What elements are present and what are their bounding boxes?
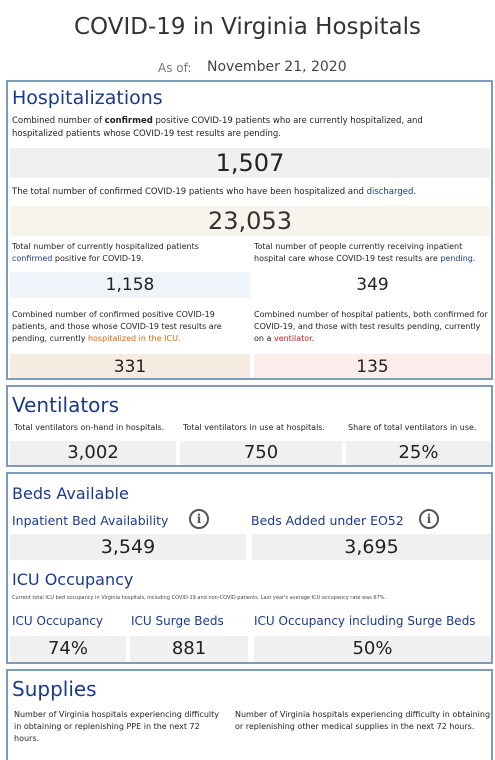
ventilators-panel: Ventilators Total ventilators on-hand in… xyxy=(6,385,493,467)
vent-share-value: 25% xyxy=(398,442,439,463)
icu-occupancy-label: ICU Occupancy xyxy=(12,614,104,628)
pending-link[interactable]: pending xyxy=(440,254,473,263)
icu-surge-box: 881 xyxy=(130,636,248,662)
discharged-value-box: 23,053 xyxy=(10,206,490,236)
icu-link[interactable]: hospitalized in the ICU. xyxy=(87,334,181,343)
pending-value-box: 349 xyxy=(254,272,491,298)
vent-inuse-box: 750 xyxy=(180,441,342,465)
beds-added-value-box: 3,695 xyxy=(252,534,491,560)
confirmed-desc: Total number of currently hospitalized p… xyxy=(12,242,199,263)
ventilator-value: 135 xyxy=(356,357,389,377)
vent-share-box: 25% xyxy=(346,441,491,465)
icu-surge-value: 881 xyxy=(171,638,207,659)
beds-panel: Beds Available Inpatient Bed Availabilit… xyxy=(6,472,493,664)
as-of-label: As of: xyxy=(158,61,192,75)
hosp-desc-current: Combined number of confirmed positive CO… xyxy=(12,116,423,139)
pending-value: 349 xyxy=(356,275,389,295)
vent-inuse-label: Total ventilators in use at hospitals. xyxy=(183,423,325,432)
icu-occupancy-value: 74% xyxy=(47,638,88,659)
hospitalizations-panel: Hospitalizations Combined number of conf… xyxy=(6,80,493,380)
beds-added-value: 3,695 xyxy=(344,536,399,558)
as-of-date: November 21, 2020 xyxy=(207,59,347,75)
inpatient-bed-value-box: 3,549 xyxy=(10,534,246,560)
beds-added-label: Beds Added under EO52 xyxy=(251,513,404,528)
icu-surge-occupancy-box: 50% xyxy=(254,636,491,662)
icu-occupancy-note: Current total ICU bed occupancy in Virgi… xyxy=(12,595,387,601)
icu-desc: Combined number of confirmed positive CO… xyxy=(12,310,222,343)
inpatient-bed-value: 3,549 xyxy=(100,536,156,558)
icu-value-box: 331 xyxy=(10,354,250,378)
medical-supplies-desc: Number of Virginia hospitals experiencin… xyxy=(235,710,491,731)
beds-added-info-icon[interactable]: i xyxy=(419,509,439,529)
icu-surge-label: ICU Surge Beds xyxy=(131,614,224,628)
page-title: COVID-19 in Virginia Hospitals xyxy=(74,14,421,40)
ppe-desc: Number of Virginia hospitals experiencin… xyxy=(14,710,219,743)
vent-onhand-label: Total ventilators on-hand in hospitals. xyxy=(14,423,165,432)
supplies-panel: Supplies Number of Virginia hospitals ex… xyxy=(6,669,493,760)
vent-onhand-value: 3,002 xyxy=(67,442,119,463)
pending-desc: Total number of people currently receivi… xyxy=(254,242,476,263)
inpatient-info-icon[interactable]: i xyxy=(189,509,209,529)
discharged-link[interactable]: discharged xyxy=(366,187,414,197)
supplies-title: Supplies xyxy=(12,677,97,701)
confirmed-value-box: 1,158 xyxy=(10,272,250,298)
hospitalizations-title: Hospitalizations xyxy=(12,87,163,109)
icu-occupancy-title: ICU Occupancy xyxy=(12,570,134,589)
confirmed-link[interactable]: confirmed xyxy=(12,254,53,263)
discharged-value: 23,053 xyxy=(208,207,292,235)
icu-surge-occupancy-label: ICU Occupancy including Surge Beds xyxy=(254,614,476,628)
ventilator-desc: Combined number of hospital patients, bo… xyxy=(254,310,488,343)
ventilators-title: Ventilators xyxy=(12,393,120,417)
ventilator-value-box: 135 xyxy=(254,354,491,378)
beds-title: Beds Available xyxy=(12,484,129,503)
vent-inuse-value: 750 xyxy=(243,442,279,463)
icu-surge-occupancy-value: 50% xyxy=(352,638,393,659)
vent-share-label: Share of total ventilators in use. xyxy=(348,423,477,432)
icu-value: 331 xyxy=(113,357,147,377)
vent-onhand-box: 3,002 xyxy=(10,441,176,465)
current-hospitalized-value-box: 1,507 xyxy=(10,148,490,178)
inpatient-bed-label: Inpatient Bed Availability xyxy=(12,513,169,528)
hosp-desc-discharged: The total number of confirmed COVID-19 p… xyxy=(12,187,417,197)
current-hospitalized-value: 1,507 xyxy=(215,149,285,177)
ventilator-link[interactable]: ventilator xyxy=(273,334,312,343)
icu-occupancy-box: 74% xyxy=(10,636,126,662)
confirmed-value: 1,158 xyxy=(105,275,155,295)
